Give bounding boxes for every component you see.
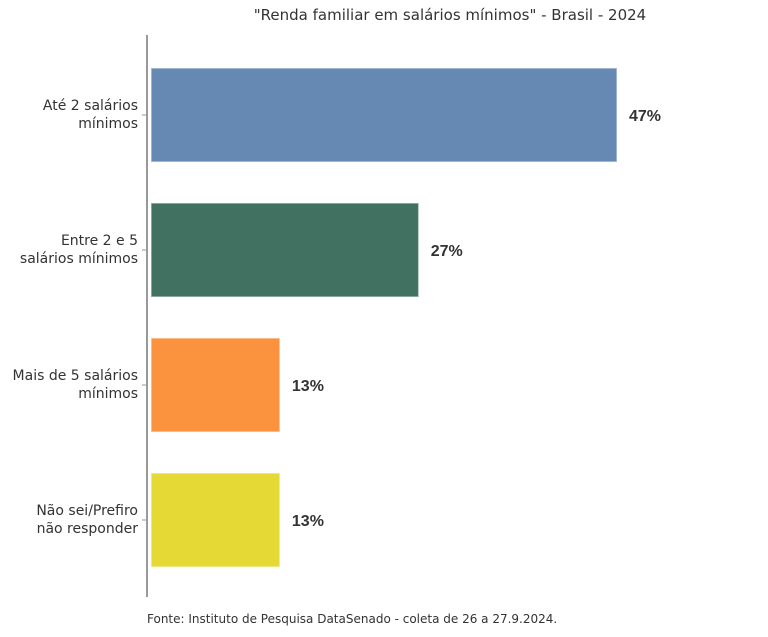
- category-label: Entre 2 e 5 salários mínimos: [19, 233, 138, 267]
- value-label: 13%: [292, 378, 324, 395]
- bar: [150, 472, 281, 568]
- bar: [150, 202, 420, 298]
- bar: [150, 337, 281, 433]
- source-note: Fonte: Instituto de Pesquisa DataSenado …: [147, 612, 558, 626]
- value-label: 13%: [292, 513, 324, 530]
- category-label: Não sei/Prefiro não responder: [36, 503, 138, 537]
- value-label: 27%: [431, 243, 463, 260]
- category-label: Mais de 5 salários mínimos: [12, 368, 138, 402]
- value-label: 47%: [629, 108, 661, 125]
- category-label: Até 2 salários mínimos: [42, 98, 138, 132]
- chart-title: "Renda familiar em salários mínimos" - B…: [253, 6, 647, 24]
- bar: [150, 67, 618, 163]
